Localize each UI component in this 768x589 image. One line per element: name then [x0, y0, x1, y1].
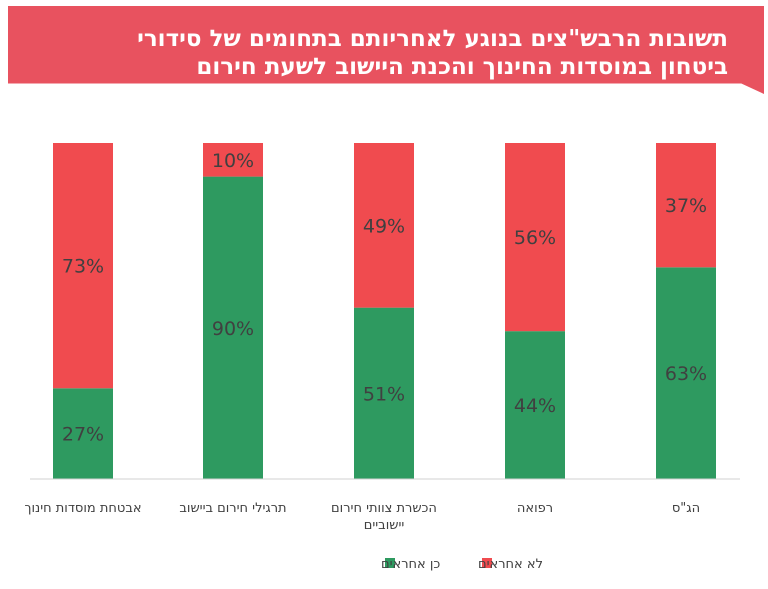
bar-segment	[656, 143, 716, 268]
x-tick-label: אבטחת מוסדות חינוך	[24, 501, 141, 516]
legend-label: לא אחראים	[478, 557, 543, 572]
chart-title-line-2: ביטחון במוסדות החינוך והכנת היישוב לשעת …	[196, 54, 728, 80]
data-label: 73%	[62, 256, 104, 278]
chart-title-line-1: תשובות הרבש"צים בנוגע לאחריותם בתחומים ש…	[137, 26, 728, 52]
x-tick-label: רפואה	[517, 501, 553, 516]
bar-segment	[53, 388, 113, 479]
bar-segment	[203, 176, 263, 479]
data-label: 56%	[514, 227, 556, 249]
bar-segment	[354, 307, 414, 479]
bar-segment	[53, 143, 113, 389]
data-label: 49%	[363, 215, 405, 237]
bar-segment	[203, 143, 263, 177]
bar-segment	[354, 143, 414, 308]
bar-segment	[505, 331, 565, 479]
data-label: 44%	[514, 395, 556, 417]
x-tick-label: יישוביים	[364, 518, 405, 533]
data-label: 90%	[212, 318, 254, 340]
x-tick-label: הכשרת צוותי חירום	[331, 501, 437, 516]
x-tick-label: הג"ס	[672, 501, 700, 516]
data-label: 10%	[212, 150, 254, 172]
data-label: 63%	[665, 363, 707, 385]
legend-label: כן אחראים	[381, 557, 440, 572]
legend-swatch	[482, 558, 492, 568]
data-label: 51%	[363, 383, 405, 405]
data-label: 27%	[62, 424, 104, 446]
data-label: 37%	[665, 195, 707, 217]
bar-segment	[505, 143, 565, 332]
legend-swatch	[385, 558, 395, 568]
x-tick-label: תרגילי חירום ביישוב	[179, 501, 286, 516]
bar-segment	[656, 267, 716, 479]
title-banner: תשובות הרבש"צים בנוגע לאחריותם בתחומים ש…	[8, 6, 764, 94]
